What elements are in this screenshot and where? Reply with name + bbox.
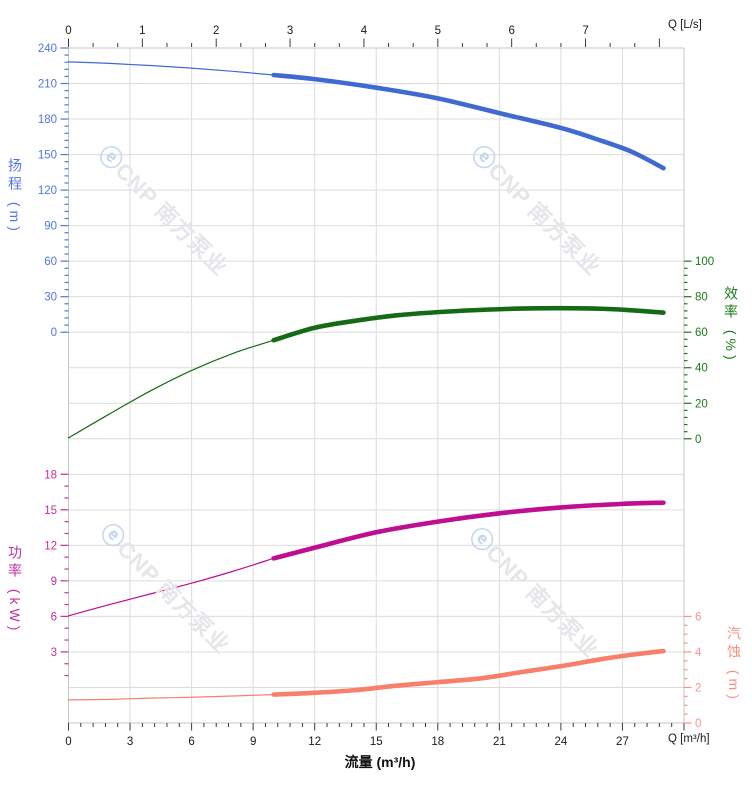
head-curve xyxy=(67,61,666,171)
svg-text:24: 24 xyxy=(555,736,568,748)
flow-axis-title: 流量 (m³/h) xyxy=(344,754,416,770)
bottom-axis-unit-label: Q [m³/h] xyxy=(668,733,710,745)
svg-text:90: 90 xyxy=(44,221,57,233)
svg-text:15: 15 xyxy=(370,736,383,748)
bottom-axis-ticks xyxy=(68,723,685,731)
head-axis-title: 扬程 (m) xyxy=(7,158,23,235)
svg-text:6: 6 xyxy=(188,736,194,748)
power-curve-thin xyxy=(67,557,275,617)
svg-text:18: 18 xyxy=(431,736,444,748)
svg-text:3: 3 xyxy=(287,25,293,37)
power-axis-title: 功率 (kW) xyxy=(7,545,23,635)
svg-text:1: 1 xyxy=(139,25,145,37)
head-curve-thick xyxy=(271,72,666,171)
svg-text:7: 7 xyxy=(582,25,588,37)
svg-text:20: 20 xyxy=(695,398,708,410)
svg-text:150: 150 xyxy=(38,150,57,162)
npsh-curve-thin xyxy=(67,693,275,701)
svg-text:0: 0 xyxy=(65,736,71,748)
svg-text:9: 9 xyxy=(51,576,57,588)
svg-text:0: 0 xyxy=(695,434,701,446)
svg-text:12: 12 xyxy=(44,540,57,552)
svg-text:6: 6 xyxy=(508,25,514,37)
top-axis-labels: 0 1 2 3 4 5 6 7 xyxy=(65,25,588,37)
svg-text:12: 12 xyxy=(308,736,321,748)
npsh-axis-title: 汽蚀 (m) xyxy=(726,626,742,703)
top-axis-ticks xyxy=(68,38,660,47)
svg-text:0: 0 xyxy=(65,25,71,37)
svg-text:180: 180 xyxy=(38,114,57,126)
efficiency-curve-thin xyxy=(67,339,275,439)
svg-text:240: 240 xyxy=(38,43,57,55)
npsh-axis-labels: 0 2 4 6 xyxy=(695,611,702,730)
svg-text:0: 0 xyxy=(51,327,57,339)
power-curve-thick xyxy=(271,500,666,561)
head-axis-labels: 0 30 60 90 120 150 180 210 240 xyxy=(38,43,57,339)
svg-text:27: 27 xyxy=(616,736,629,748)
svg-text:2: 2 xyxy=(213,25,219,37)
svg-text:120: 120 xyxy=(38,185,57,197)
efficiency-curve-thick xyxy=(271,305,666,343)
svg-text:3: 3 xyxy=(51,647,57,659)
head-curve-thin xyxy=(67,61,275,76)
svg-text:6: 6 xyxy=(51,611,57,623)
svg-text:210: 210 xyxy=(38,79,57,91)
svg-text:4: 4 xyxy=(695,647,702,659)
head-axis-ticks xyxy=(60,47,69,333)
svg-text:15: 15 xyxy=(44,505,57,517)
npsh-axis-ticks xyxy=(684,615,692,724)
top-axis-unit-label: Q [L/s] xyxy=(668,19,702,31)
svg-text:0: 0 xyxy=(695,718,701,730)
npsh-curve xyxy=(67,648,666,701)
svg-text:21: 21 xyxy=(493,736,506,748)
power-axis-labels: 3 6 9 12 15 18 xyxy=(44,469,57,659)
svg-text:40: 40 xyxy=(695,363,708,375)
svg-text:30: 30 xyxy=(44,292,57,304)
efficiency-axis-ticks xyxy=(684,260,692,440)
svg-text:4: 4 xyxy=(361,25,368,37)
svg-text:60: 60 xyxy=(695,327,708,339)
npsh-curve-thick xyxy=(271,648,666,697)
svg-text:2: 2 xyxy=(695,682,701,694)
efficiency-axis-title: 效率 (%) xyxy=(723,286,739,364)
svg-text:3: 3 xyxy=(127,736,133,748)
svg-text:5: 5 xyxy=(435,25,441,37)
bottom-axis-labels: 0 3 6 9 12 15 18 21 24 27 xyxy=(65,736,629,748)
svg-text:9: 9 xyxy=(250,736,256,748)
power-curve xyxy=(67,500,666,617)
svg-text:80: 80 xyxy=(695,292,708,304)
efficiency-axis-labels: 0 20 40 60 80 100 xyxy=(695,256,714,446)
svg-text:18: 18 xyxy=(44,469,57,481)
svg-text:100: 100 xyxy=(695,256,714,268)
efficiency-curve xyxy=(67,305,666,439)
svg-text:60: 60 xyxy=(44,256,57,268)
svg-text:6: 6 xyxy=(695,611,701,623)
power-axis-ticks xyxy=(60,473,69,677)
